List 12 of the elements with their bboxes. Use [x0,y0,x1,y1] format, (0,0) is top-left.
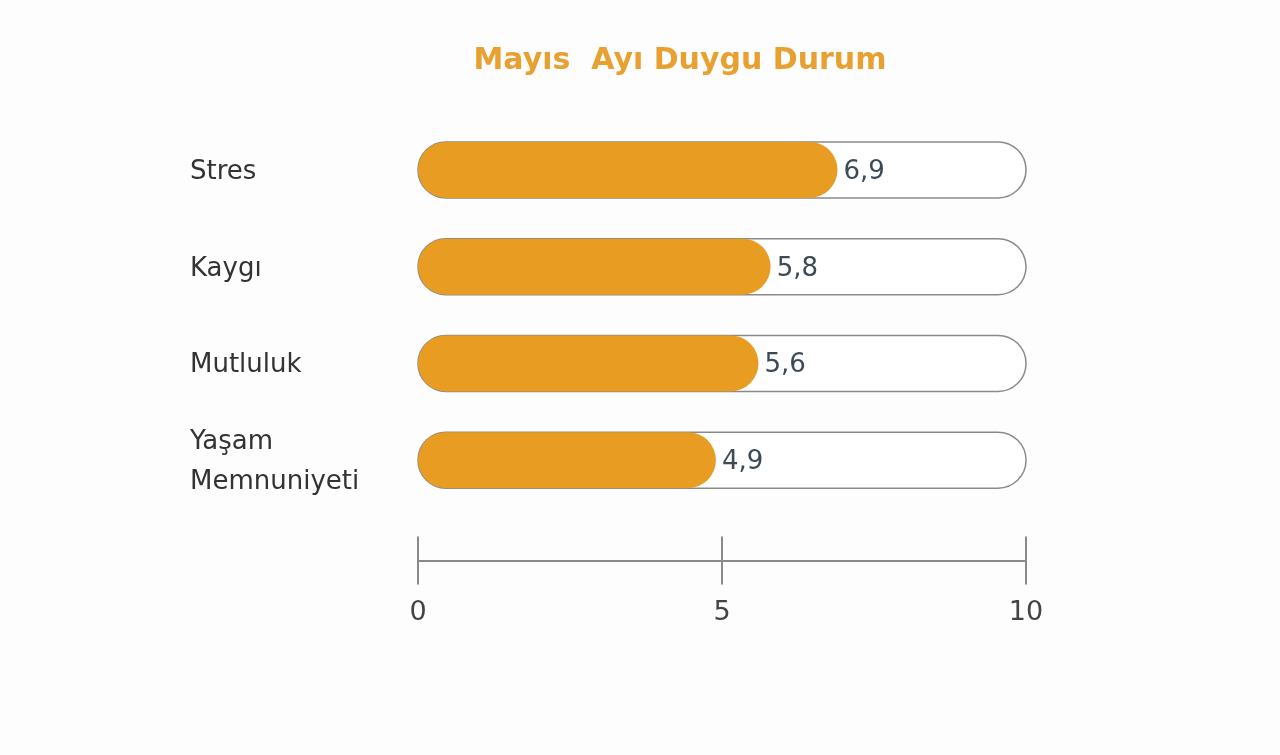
x-tick-label: 10 [1008,594,1044,626]
x-tick-label: 0 [409,594,427,626]
data-label: 6,9 [843,154,885,185]
chart-title: Mayıs Ayı Duygu Durum [473,40,887,76]
x-tick-label: 5 [713,594,731,626]
data-label: 5,8 [776,251,818,282]
data-label: 4,9 [721,445,764,476]
y-tick-label: Yaşam Memnuniyeti [189,425,360,496]
data-label: 5,6 [764,348,806,379]
y-tick-label: Stres [190,154,257,185]
y-tick-label: Kaygı [190,251,262,282]
y-tick-label: Mutluluk [190,348,302,379]
